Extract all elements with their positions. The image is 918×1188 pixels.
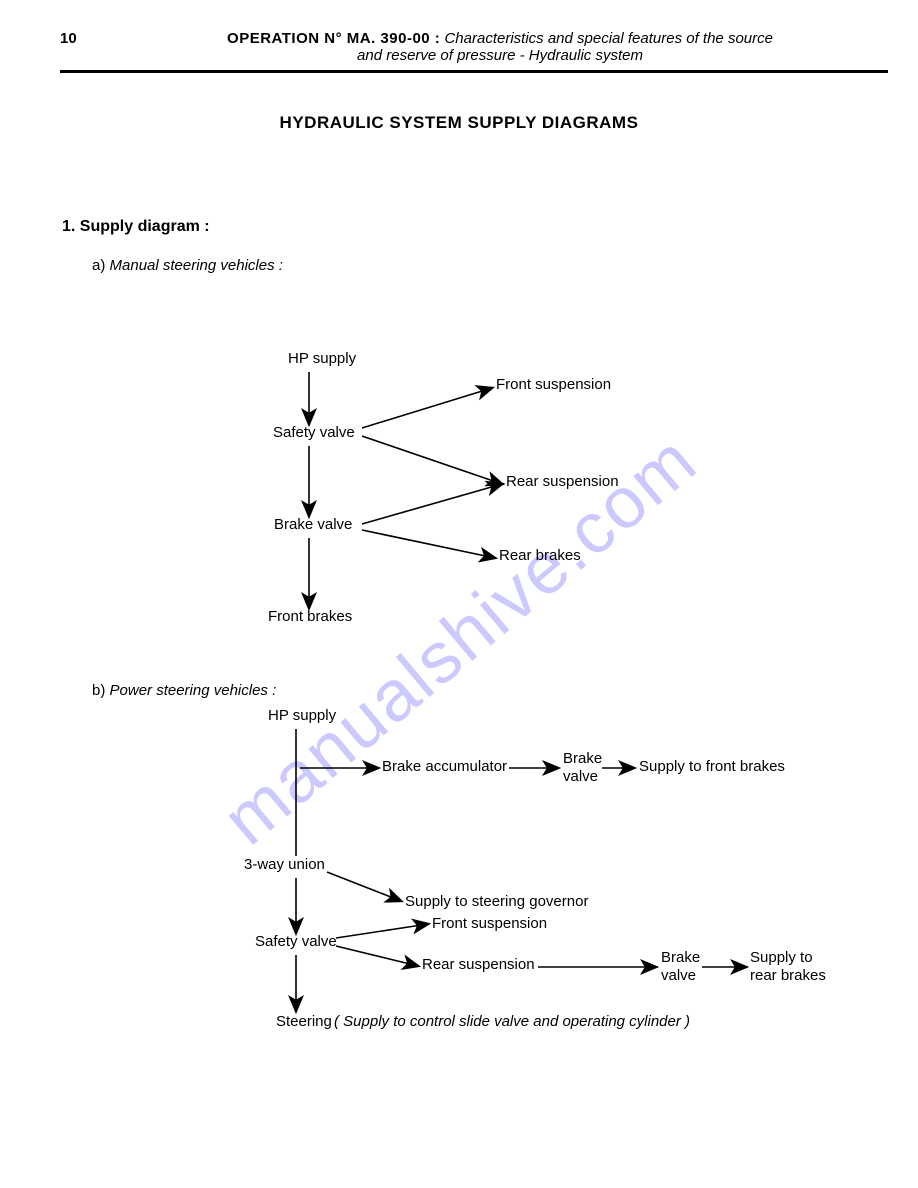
node-front-brakes-a: Front brakes [268,608,352,625]
node-hp-supply-a: HP supply [288,350,356,367]
diagram-a-arrows [0,0,918,1188]
node-supply-rear-brakes-l2: rear brakes [750,967,826,984]
node-rear-susp-b: Rear suspension [422,956,535,973]
node-hp-supply-b: HP supply [268,707,336,724]
node-three-way-union: 3-way union [244,856,325,873]
node-supply-front-brakes: Supply to front brakes [639,758,785,775]
node-steering-note: ( Supply to control slide valve and oper… [334,1013,690,1030]
node-front-susp-b: Front suspension [432,915,547,932]
node-brake-valve-b1-l1: Brake [563,750,602,767]
node-brake-accum: Brake accumulator [382,758,507,775]
node-brake-valve-a: Brake valve [274,516,352,533]
node-rear-brakes-a: Rear brakes [499,547,581,564]
node-supply-rear-brakes-l1: Supply to [750,949,813,966]
node-steering: Steering [276,1013,332,1030]
node-brake-valve-b2-l2: valve [661,967,696,984]
node-safety-valve-a: Safety valve [273,424,355,441]
node-steering-governor: Supply to steering governor [405,893,588,910]
node-safety-valve-b: Safety valve [255,933,337,950]
node-brake-valve-b2-l1: Brake [661,949,700,966]
node-front-susp-a: Front suspension [496,376,611,393]
node-brake-valve-b1-l2: valve [563,768,598,785]
node-rear-susp-a: Rear suspension [506,473,619,490]
